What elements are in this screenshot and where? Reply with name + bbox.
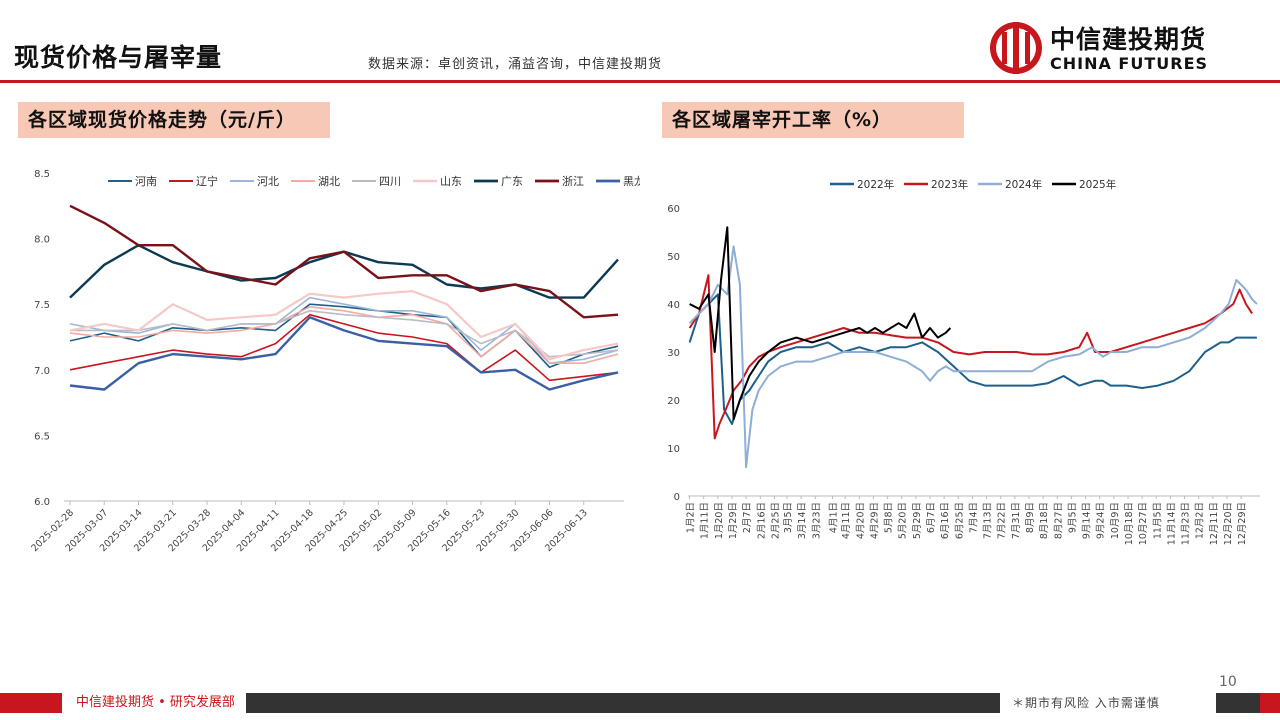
left-chart-title: 各区域现货价格走势（元/斤） xyxy=(18,102,330,138)
footer-org: 中信建投期货 • 研究发展部 xyxy=(62,693,246,713)
x-tick-label: 2月7日 xyxy=(742,502,753,533)
x-tick-label: 11月5日 xyxy=(1152,502,1163,539)
x-tick-label: 8月27日 xyxy=(1053,502,1064,539)
x-tick-label: 3月5日 xyxy=(783,502,794,533)
x-tick-label: 6月25日 xyxy=(954,502,965,539)
legend-label: 2024年 xyxy=(1005,178,1042,191)
x-tick-label: 4月20日 xyxy=(855,502,866,539)
legend-label: 黑龙江 xyxy=(623,175,640,188)
y-tick-label: 8.0 xyxy=(34,235,50,246)
x-tick-label: 5月20日 xyxy=(898,502,909,539)
series-line xyxy=(69,306,619,364)
series-line xyxy=(69,316,619,391)
footer-end-accent xyxy=(1260,693,1280,713)
series-line xyxy=(688,274,1253,440)
x-tick-label: 1月2日 xyxy=(686,502,697,533)
page-number: 10 xyxy=(1219,674,1237,690)
x-tick-label: 6月7日 xyxy=(926,502,937,533)
legend-label: 广东 xyxy=(501,175,523,188)
legend-label: 2023年 xyxy=(931,178,968,191)
x-tick-label: 7月22日 xyxy=(997,502,1008,539)
x-tick-label: 11月14日 xyxy=(1166,502,1177,545)
series-line xyxy=(688,293,1257,425)
legend-label: 山东 xyxy=(440,175,462,188)
regional-price-chart: 6.06.57.07.58.08.52025-02-282025-03-0720… xyxy=(29,169,640,554)
footer-accent xyxy=(0,693,62,713)
footer-risk-warning: ＊期市有风险 入市需谨慎 xyxy=(1000,693,1216,713)
x-tick-label: 10月18日 xyxy=(1124,502,1135,545)
series-line xyxy=(689,226,952,421)
legend-label: 2025年 xyxy=(1079,178,1116,191)
y-tick-label: 7.0 xyxy=(34,366,50,377)
citic-logo-icon xyxy=(990,22,1042,74)
x-tick-label: 8月9日 xyxy=(1025,502,1036,533)
y-tick-label: 20 xyxy=(667,396,680,407)
x-tick-label: 11月23日 xyxy=(1181,502,1192,545)
page-title: 现货价格与屠宰量 xyxy=(14,43,223,72)
legend-label: 湖北 xyxy=(318,175,340,188)
x-tick-label: 7月13日 xyxy=(983,502,994,539)
y-tick-label: 6.5 xyxy=(34,431,50,442)
x-tick-label: 12月29日 xyxy=(1237,502,1248,545)
x-tick-label: 12月2日 xyxy=(1195,502,1206,539)
right-chart-title: 各区域屠宰开工率（%） xyxy=(662,102,964,138)
y-tick-label: 60 xyxy=(667,204,680,215)
series-line xyxy=(69,204,619,319)
legend-label: 2022年 xyxy=(857,178,894,191)
y-tick-label: 7.5 xyxy=(34,300,50,311)
series-line xyxy=(69,290,619,361)
logo-text-cn: 中信建投期货 xyxy=(1050,25,1207,54)
x-tick-label: 9月5日 xyxy=(1067,502,1078,533)
y-tick-label: 30 xyxy=(667,348,680,359)
y-tick-label: 10 xyxy=(667,444,680,455)
x-tick-label: 10月9日 xyxy=(1110,502,1121,539)
x-tick-label: 4月29日 xyxy=(869,502,880,539)
x-tick-label: 5月8日 xyxy=(884,502,895,533)
x-tick-label: 3月23日 xyxy=(811,502,822,539)
x-tick-label: 10月27日 xyxy=(1138,502,1149,545)
legend-label: 浙江 xyxy=(562,175,584,188)
legend-label: 河北 xyxy=(257,175,279,188)
footer-bar xyxy=(0,693,1280,713)
y-tick-label: 8.5 xyxy=(34,169,50,180)
x-tick-label: 4月11日 xyxy=(841,502,852,539)
series-line xyxy=(69,303,619,368)
x-tick-label: 1月11日 xyxy=(700,502,711,539)
x-tick-label: 12月20日 xyxy=(1223,502,1234,545)
y-tick-label: 6.0 xyxy=(34,497,50,508)
legend-label: 河南 xyxy=(135,175,157,188)
y-tick-label: 0 xyxy=(674,492,680,503)
x-tick-label: 1月20日 xyxy=(714,502,725,539)
x-tick-label: 7月31日 xyxy=(1011,502,1022,539)
x-tick-label: 8月18日 xyxy=(1039,502,1050,539)
legend-label: 四川 xyxy=(379,175,401,188)
x-tick-label: 1月29日 xyxy=(728,502,739,539)
y-tick-label: 40 xyxy=(667,300,680,311)
data-source: 数据来源：卓创资讯，涌益咨询，中信建投期货 xyxy=(368,57,663,72)
x-tick-label: 7月4日 xyxy=(968,502,979,533)
x-tick-label: 9月24日 xyxy=(1096,502,1107,539)
x-tick-label: 3月14日 xyxy=(797,502,808,539)
x-tick-label: 9月14日 xyxy=(1082,502,1093,539)
series-line xyxy=(69,313,619,382)
x-tick-label: 6月16日 xyxy=(940,502,951,539)
x-tick-label: 5月29日 xyxy=(912,502,923,539)
series-line xyxy=(70,310,619,358)
header-divider xyxy=(0,80,1280,83)
x-tick-label: 2月25日 xyxy=(770,502,781,539)
y-tick-label: 50 xyxy=(667,252,680,263)
slaughter-rate-chart: 0 10 20 30 40 50 60 1月2日 1月11日 1月20日 1月29日 2月7日 2月16… xyxy=(667,178,1260,545)
x-tick-label: 12月11日 xyxy=(1209,502,1220,545)
legend-label: 辽宁 xyxy=(196,174,218,188)
series-line xyxy=(688,245,1258,469)
logo-text-en: CHINA FUTURES xyxy=(1050,54,1209,73)
x-tick-label: 4月1日 xyxy=(829,502,840,533)
x-tick-label: 2月16日 xyxy=(756,502,767,539)
